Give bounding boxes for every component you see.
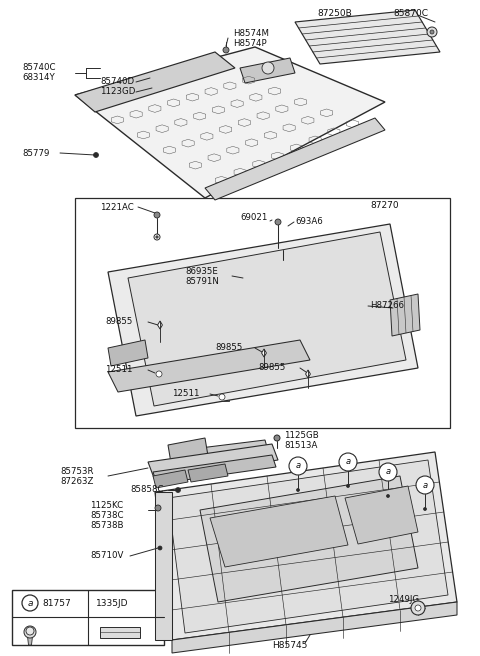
Circle shape — [158, 546, 162, 550]
Text: 85870C: 85870C — [393, 9, 428, 18]
Circle shape — [275, 219, 281, 225]
Text: H87266: H87266 — [370, 302, 404, 310]
Text: 1335JD: 1335JD — [96, 598, 129, 607]
Text: 81513A: 81513A — [284, 440, 317, 449]
Circle shape — [416, 476, 434, 494]
Polygon shape — [75, 47, 385, 198]
Circle shape — [24, 626, 36, 638]
Text: a: a — [346, 457, 350, 466]
Polygon shape — [100, 627, 140, 638]
Text: 693A6: 693A6 — [295, 218, 323, 226]
Text: a: a — [422, 480, 428, 489]
Circle shape — [297, 489, 300, 491]
Text: 85738B: 85738B — [90, 522, 123, 531]
Circle shape — [430, 30, 434, 34]
Polygon shape — [148, 444, 278, 478]
Text: H8574P: H8574P — [233, 39, 266, 47]
Text: H8574M: H8574M — [233, 28, 269, 37]
Polygon shape — [153, 470, 188, 488]
Polygon shape — [306, 370, 311, 378]
Circle shape — [262, 62, 274, 74]
Circle shape — [379, 463, 397, 481]
Text: 87250B: 87250B — [317, 9, 352, 18]
Polygon shape — [108, 340, 310, 392]
Circle shape — [415, 605, 421, 611]
Polygon shape — [345, 486, 418, 544]
Circle shape — [154, 212, 160, 218]
Text: 87263Z: 87263Z — [60, 478, 94, 487]
Circle shape — [274, 435, 280, 441]
Polygon shape — [168, 460, 448, 633]
Text: 85710V: 85710V — [90, 552, 123, 560]
Text: 85740C: 85740C — [22, 64, 56, 73]
Text: 85779: 85779 — [22, 148, 49, 157]
Polygon shape — [390, 294, 420, 336]
Text: a: a — [27, 598, 33, 607]
Circle shape — [94, 152, 98, 157]
Polygon shape — [168, 438, 210, 475]
Text: 89855: 89855 — [258, 363, 286, 373]
Text: 86935E: 86935E — [185, 268, 218, 276]
Text: 69021: 69021 — [240, 213, 267, 222]
Text: 87270: 87270 — [370, 201, 398, 209]
Circle shape — [427, 27, 437, 37]
Text: 1125GB: 1125GB — [284, 430, 319, 440]
Circle shape — [22, 595, 38, 611]
Text: 85753R: 85753R — [60, 468, 94, 476]
Text: 89855: 89855 — [215, 344, 242, 352]
Bar — [152, 370, 166, 378]
Text: H85745: H85745 — [272, 640, 307, 649]
Polygon shape — [108, 224, 418, 416]
Circle shape — [156, 371, 162, 377]
Circle shape — [154, 234, 160, 240]
Text: 1221AC: 1221AC — [100, 203, 134, 211]
Text: 12511: 12511 — [105, 365, 132, 375]
Polygon shape — [200, 476, 418, 602]
Text: 85738C: 85738C — [90, 512, 123, 520]
Text: 1123GD: 1123GD — [100, 87, 135, 96]
Circle shape — [339, 453, 357, 471]
Polygon shape — [210, 496, 348, 567]
Polygon shape — [155, 452, 457, 640]
Text: 12511: 12511 — [172, 390, 200, 398]
Text: a: a — [385, 468, 391, 476]
Polygon shape — [295, 10, 440, 64]
Polygon shape — [108, 340, 148, 366]
Polygon shape — [128, 232, 406, 406]
Polygon shape — [262, 349, 266, 357]
Circle shape — [176, 487, 180, 493]
Circle shape — [155, 505, 161, 511]
Text: a: a — [295, 462, 300, 470]
Circle shape — [156, 236, 158, 238]
Text: 1125KC: 1125KC — [90, 501, 123, 510]
Text: 85791N: 85791N — [185, 277, 219, 287]
Polygon shape — [172, 602, 457, 653]
Bar — [215, 393, 229, 401]
Circle shape — [223, 47, 229, 53]
Circle shape — [219, 394, 225, 400]
Bar — [12, 590, 164, 645]
Polygon shape — [157, 321, 162, 329]
Circle shape — [26, 627, 34, 635]
Circle shape — [289, 457, 307, 475]
Polygon shape — [27, 632, 33, 645]
Circle shape — [347, 485, 349, 487]
Circle shape — [386, 495, 389, 497]
Circle shape — [423, 508, 427, 510]
Polygon shape — [188, 464, 228, 482]
Bar — [75, 198, 450, 428]
Polygon shape — [200, 440, 270, 466]
Polygon shape — [75, 52, 235, 112]
Text: 68314Y: 68314Y — [22, 73, 55, 83]
Polygon shape — [155, 492, 172, 640]
Circle shape — [411, 601, 425, 615]
Polygon shape — [205, 118, 385, 200]
Text: 85740D: 85740D — [100, 77, 134, 87]
Text: 89855: 89855 — [105, 318, 132, 327]
Text: 85858C: 85858C — [130, 485, 164, 495]
Text: 1249JG: 1249JG — [388, 596, 419, 604]
Text: 81757: 81757 — [42, 598, 71, 607]
Polygon shape — [153, 455, 276, 484]
Polygon shape — [240, 58, 295, 83]
